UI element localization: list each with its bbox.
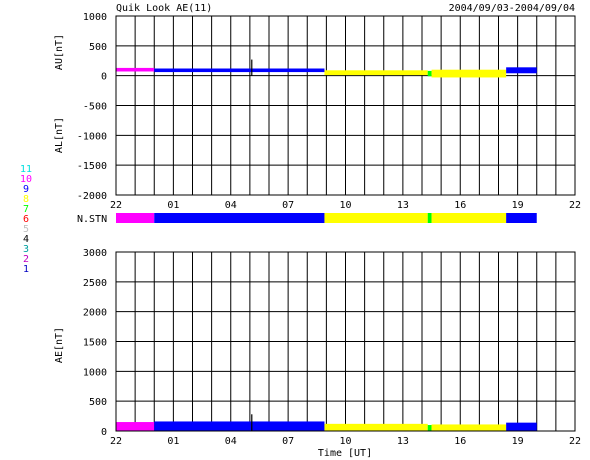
y-tick-label: 500 bbox=[89, 42, 107, 53]
x-tick-label: 01 bbox=[167, 200, 179, 211]
date-range: 2004/09/03-2004/09/04 bbox=[449, 3, 575, 14]
legend-station-8: 8 bbox=[23, 194, 29, 205]
legend-station-2: 2 bbox=[23, 254, 29, 265]
series-segment bbox=[116, 67, 155, 72]
y-tick-label: 1000 bbox=[83, 367, 107, 378]
legend-station-9: 9 bbox=[23, 184, 29, 195]
x-tick-label: 22 bbox=[110, 436, 122, 447]
y-tick-label: 1500 bbox=[83, 338, 107, 349]
x-tick-label: 07 bbox=[282, 200, 294, 211]
series-segment bbox=[154, 68, 325, 73]
x-tick-label: 22 bbox=[569, 200, 581, 211]
y-tick-label: -1000 bbox=[77, 131, 107, 142]
time-axis-label: Time [UT] bbox=[318, 448, 372, 459]
legend-station-3: 3 bbox=[23, 244, 29, 255]
y-tick-label: 2000 bbox=[83, 308, 107, 319]
series-segment bbox=[324, 70, 428, 76]
plot-frame bbox=[115, 251, 576, 432]
legend-station-6: 6 bbox=[23, 214, 29, 225]
series-segment bbox=[427, 425, 432, 431]
x-tick-label: 10 bbox=[339, 200, 351, 211]
x-tick-label: 16 bbox=[454, 436, 466, 447]
ae-axis-label: AE[nT] bbox=[54, 327, 65, 363]
y-tick-label: -500 bbox=[83, 102, 107, 113]
chart-title: Quik Look AE(11) bbox=[116, 3, 212, 14]
y-tick-label: 2500 bbox=[83, 278, 107, 289]
series-segment bbox=[324, 423, 428, 431]
legend-station-5: 5 bbox=[23, 224, 29, 235]
al-axis-label: AL[nT] bbox=[54, 117, 65, 153]
series-segment bbox=[506, 422, 537, 431]
x-tick-label: 01 bbox=[167, 436, 179, 447]
nstn-segment bbox=[324, 213, 428, 223]
legend-station-4: 4 bbox=[23, 234, 29, 245]
y-tick-label: 0 bbox=[101, 72, 107, 83]
nstn-label: N.STN bbox=[77, 214, 107, 225]
legend-station-1: 1 bbox=[23, 264, 29, 275]
legend-station-10: 10 bbox=[20, 174, 32, 185]
series-segment bbox=[427, 70, 432, 77]
y-tick-label: 1000 bbox=[83, 12, 107, 23]
x-tick-label: 13 bbox=[397, 436, 409, 447]
y-tick-label: -1500 bbox=[77, 161, 107, 172]
nstn-segment bbox=[431, 213, 507, 223]
series-segment bbox=[116, 422, 155, 431]
au-axis-label: AU[nT] bbox=[54, 34, 65, 70]
nstn-bar bbox=[116, 213, 537, 223]
series-segment bbox=[431, 69, 507, 78]
x-tick-label: 19 bbox=[512, 436, 524, 447]
nstn-segment bbox=[506, 213, 537, 223]
plot-frame bbox=[115, 15, 576, 196]
nstn-segment bbox=[427, 213, 432, 223]
x-tick-label: 16 bbox=[454, 200, 466, 211]
x-tick-label: 22 bbox=[110, 200, 122, 211]
x-tick-label: 04 bbox=[225, 436, 237, 447]
series-segment bbox=[154, 421, 325, 431]
y-tick-label: 3000 bbox=[83, 248, 107, 259]
series-segment bbox=[506, 67, 537, 74]
nstn-segment bbox=[154, 213, 325, 223]
x-tick-label: 10 bbox=[339, 436, 351, 447]
series-segment bbox=[431, 424, 507, 431]
y-tick-label: -2000 bbox=[77, 191, 107, 202]
x-tick-label: 07 bbox=[282, 436, 294, 447]
x-tick-label: 19 bbox=[512, 200, 524, 211]
y-tick-label: 500 bbox=[89, 397, 107, 408]
x-tick-label: 22 bbox=[569, 436, 581, 447]
y-tick-label: 0 bbox=[101, 427, 107, 438]
x-tick-label: 13 bbox=[397, 200, 409, 211]
x-tick-label: 04 bbox=[225, 200, 237, 211]
legend-station-11: 11 bbox=[20, 164, 32, 175]
legend-station-7: 7 bbox=[23, 204, 29, 215]
nstn-segment bbox=[116, 213, 155, 223]
